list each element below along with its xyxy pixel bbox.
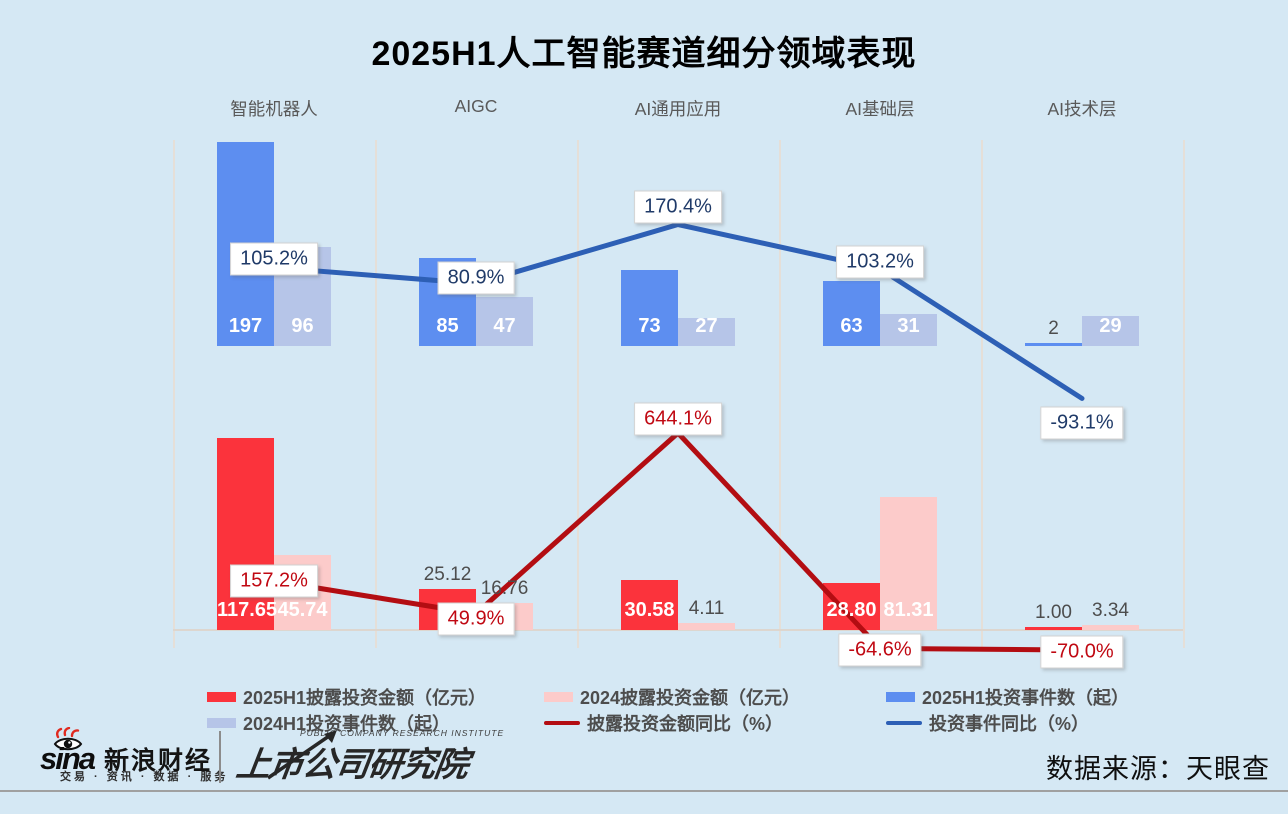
bar-value-label: 3.34: [1092, 599, 1129, 621]
bar-value-label: 47: [493, 315, 516, 337]
legend-label-amount_yoy: 披露投资金额同比（%）: [587, 714, 784, 734]
bar-value-label: 31: [897, 315, 920, 337]
sina-eye-icon: [53, 727, 83, 751]
legend-label-amount_2024: 2024披露投资金额（亿元）: [580, 688, 801, 708]
bar-events_2025-3: [823, 280, 880, 346]
bar-amount_2025-0: [217, 437, 274, 630]
legend-swatch-amount_yoy: [544, 720, 580, 726]
line-point-label: -93.1%: [1040, 406, 1124, 440]
bar-events_2024-1: [476, 297, 533, 346]
bar-amount_2024-2: [678, 623, 735, 630]
chart-title: 2025H1人工智能赛道细分领域表现: [371, 35, 917, 73]
category-label-3: AI基础层: [845, 99, 915, 119]
line-point-label: 157.2%: [230, 564, 318, 598]
bar-amount_2024-3: [880, 497, 937, 630]
legend-swatch-events_2024: [207, 718, 236, 728]
bar-value-label: 4.11: [688, 598, 725, 620]
bar-value-label: 16.76: [480, 577, 529, 599]
sina-logo-chinese: 新浪财经: [104, 747, 213, 775]
bar-value-label: 117.65: [217, 599, 278, 621]
legend-label-events_2024: 2024H1投资事件数（起）: [243, 714, 451, 734]
bar-events_2024-3: [880, 313, 937, 346]
grid-separator-4: [981, 140, 983, 648]
line-point-label: -64.6%: [838, 633, 922, 667]
line-point-label: -70.0%: [1040, 635, 1124, 669]
bar-value-label: 30.58: [624, 599, 675, 621]
bar-amount_2025-2: [621, 580, 678, 630]
category-label-4: AI技术层: [1047, 99, 1117, 119]
bar-value-label: 29: [1099, 315, 1122, 337]
institute-name-en: PUBLIC COMPANY RESEARCH INSTITUTE: [300, 728, 505, 738]
bar-events_2024-4: [1082, 315, 1139, 346]
line-point-label: 644.1%: [634, 402, 722, 436]
bar-amount_2025-3: [823, 582, 880, 630]
legend-item-amount_2024: 2024披露投资金额（亿元）: [544, 686, 800, 708]
legend-swatch-amount_2025: [207, 692, 236, 702]
trend-line-events_yoy: [271, 222, 1085, 401]
legend-item-amount_2025: 2025H1披露投资金额（亿元）: [207, 686, 486, 708]
legend-label-amount_2025: 2025H1披露投资金额（亿元）: [243, 688, 487, 708]
bar-value-label: 96: [291, 315, 314, 337]
bar-value-label: 1.00: [1035, 602, 1072, 623]
data-source-caption: 数据来源：天眼查: [1046, 754, 1270, 784]
grid-separator-0: [173, 140, 175, 648]
legend-item-amount_yoy: 披露投资金额同比（%）: [544, 712, 783, 734]
bar-value-label: 63: [840, 315, 863, 337]
legend-label-events_2025: 2025H1投资事件数（起）: [922, 688, 1130, 708]
bar-amount_2025-4: [1025, 627, 1082, 630]
bar-value-label: 85: [436, 315, 459, 337]
legend-item-events_2024: 2024H1投资事件数（起）: [207, 712, 450, 734]
bar-events_2025-2: [621, 270, 678, 346]
footer-rule: [0, 790, 1288, 792]
bar-value-label: 2: [1048, 318, 1059, 339]
up-arrow-icon: [267, 730, 337, 780]
legend-swatch-events_2025: [886, 692, 915, 702]
category-label-2: AI通用应用: [634, 99, 722, 119]
line-point-label: 80.9%: [437, 261, 515, 295]
sina-logo: sina 新浪财经: [40, 741, 212, 777]
line-point-label: 170.4%: [634, 190, 722, 224]
grid-separator-1: [375, 140, 377, 648]
bar-amount_2024-4: [1082, 624, 1139, 630]
legend-swatch-events_yoy: [886, 720, 922, 726]
bar-events_2025-4: [1025, 343, 1082, 346]
grid-separator-3: [779, 140, 781, 648]
legend-swatch-amount_2024: [544, 692, 573, 702]
line-point-label: 103.2%: [836, 245, 924, 279]
line-point-label: 105.2%: [230, 242, 318, 276]
footer-divider: [219, 731, 221, 783]
sina-logo-latin: sina: [40, 741, 96, 776]
sina-tagline: 交易 · 资讯 · 数据 · 服务: [60, 771, 229, 783]
category-label-1: AIGC: [454, 96, 498, 116]
legend-label-events_yoy: 投资事件同比（%）: [929, 714, 1090, 734]
bar-value-label: 45.74: [277, 599, 328, 621]
line-point-label: 49.9%: [437, 602, 515, 636]
grid-separator-5: [1183, 140, 1185, 648]
bar-events_2024-2: [678, 318, 735, 346]
bar-value-label: 81.31: [883, 599, 934, 621]
bar-value-label: 197: [228, 315, 263, 337]
bar-value-label: 25.12: [423, 564, 472, 585]
bar-value-label: 73: [638, 315, 661, 337]
category-label-0: 智能机器人: [230, 99, 318, 119]
bar-value-label: 28.80: [826, 599, 877, 621]
legend-item-events_2025: 2025H1投资事件数（起）: [886, 686, 1129, 708]
legend-item-events_yoy: 投资事件同比（%）: [886, 712, 1089, 734]
bar-value-label: 27: [695, 315, 718, 337]
grid-separator-2: [577, 140, 579, 648]
